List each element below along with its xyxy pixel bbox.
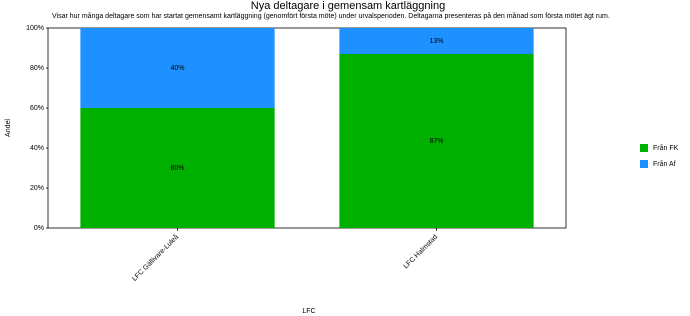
legend-label: Från FK [653, 144, 679, 152]
value-label: 60% [170, 165, 184, 172]
bar-segment [339, 28, 534, 54]
y-tick-label: 80% [30, 65, 44, 72]
plot-frame [47, 27, 567, 229]
chart-subtitle: Visar hur många deltagare som har starta… [52, 12, 610, 20]
legend-label: Från Af [653, 160, 676, 168]
bar-segment [80, 108, 275, 228]
x-tick-label: LFC Halmstad [403, 234, 440, 271]
bar-segment [339, 54, 534, 228]
value-label: 40% [170, 65, 184, 72]
y-tick-label: 100% [26, 25, 44, 32]
value-label: 87% [429, 138, 443, 145]
y-tick-label: 0% [34, 225, 44, 232]
legend-swatch [640, 160, 648, 168]
y-axis-label: Andel [5, 119, 12, 137]
bar-segment [80, 28, 275, 108]
legend-swatch [640, 144, 648, 152]
x-axis-label: LFC [302, 308, 315, 315]
y-tick-label: 20% [30, 185, 44, 192]
value-label: 13% [429, 38, 443, 45]
y-tick-label: 60% [30, 105, 44, 112]
chart-title: Nya deltagare i gemensam kartläggning [251, 0, 445, 12]
x-tick-label: LFC Gällivare-Luleå [131, 233, 181, 283]
y-tick-label: 40% [30, 145, 44, 152]
